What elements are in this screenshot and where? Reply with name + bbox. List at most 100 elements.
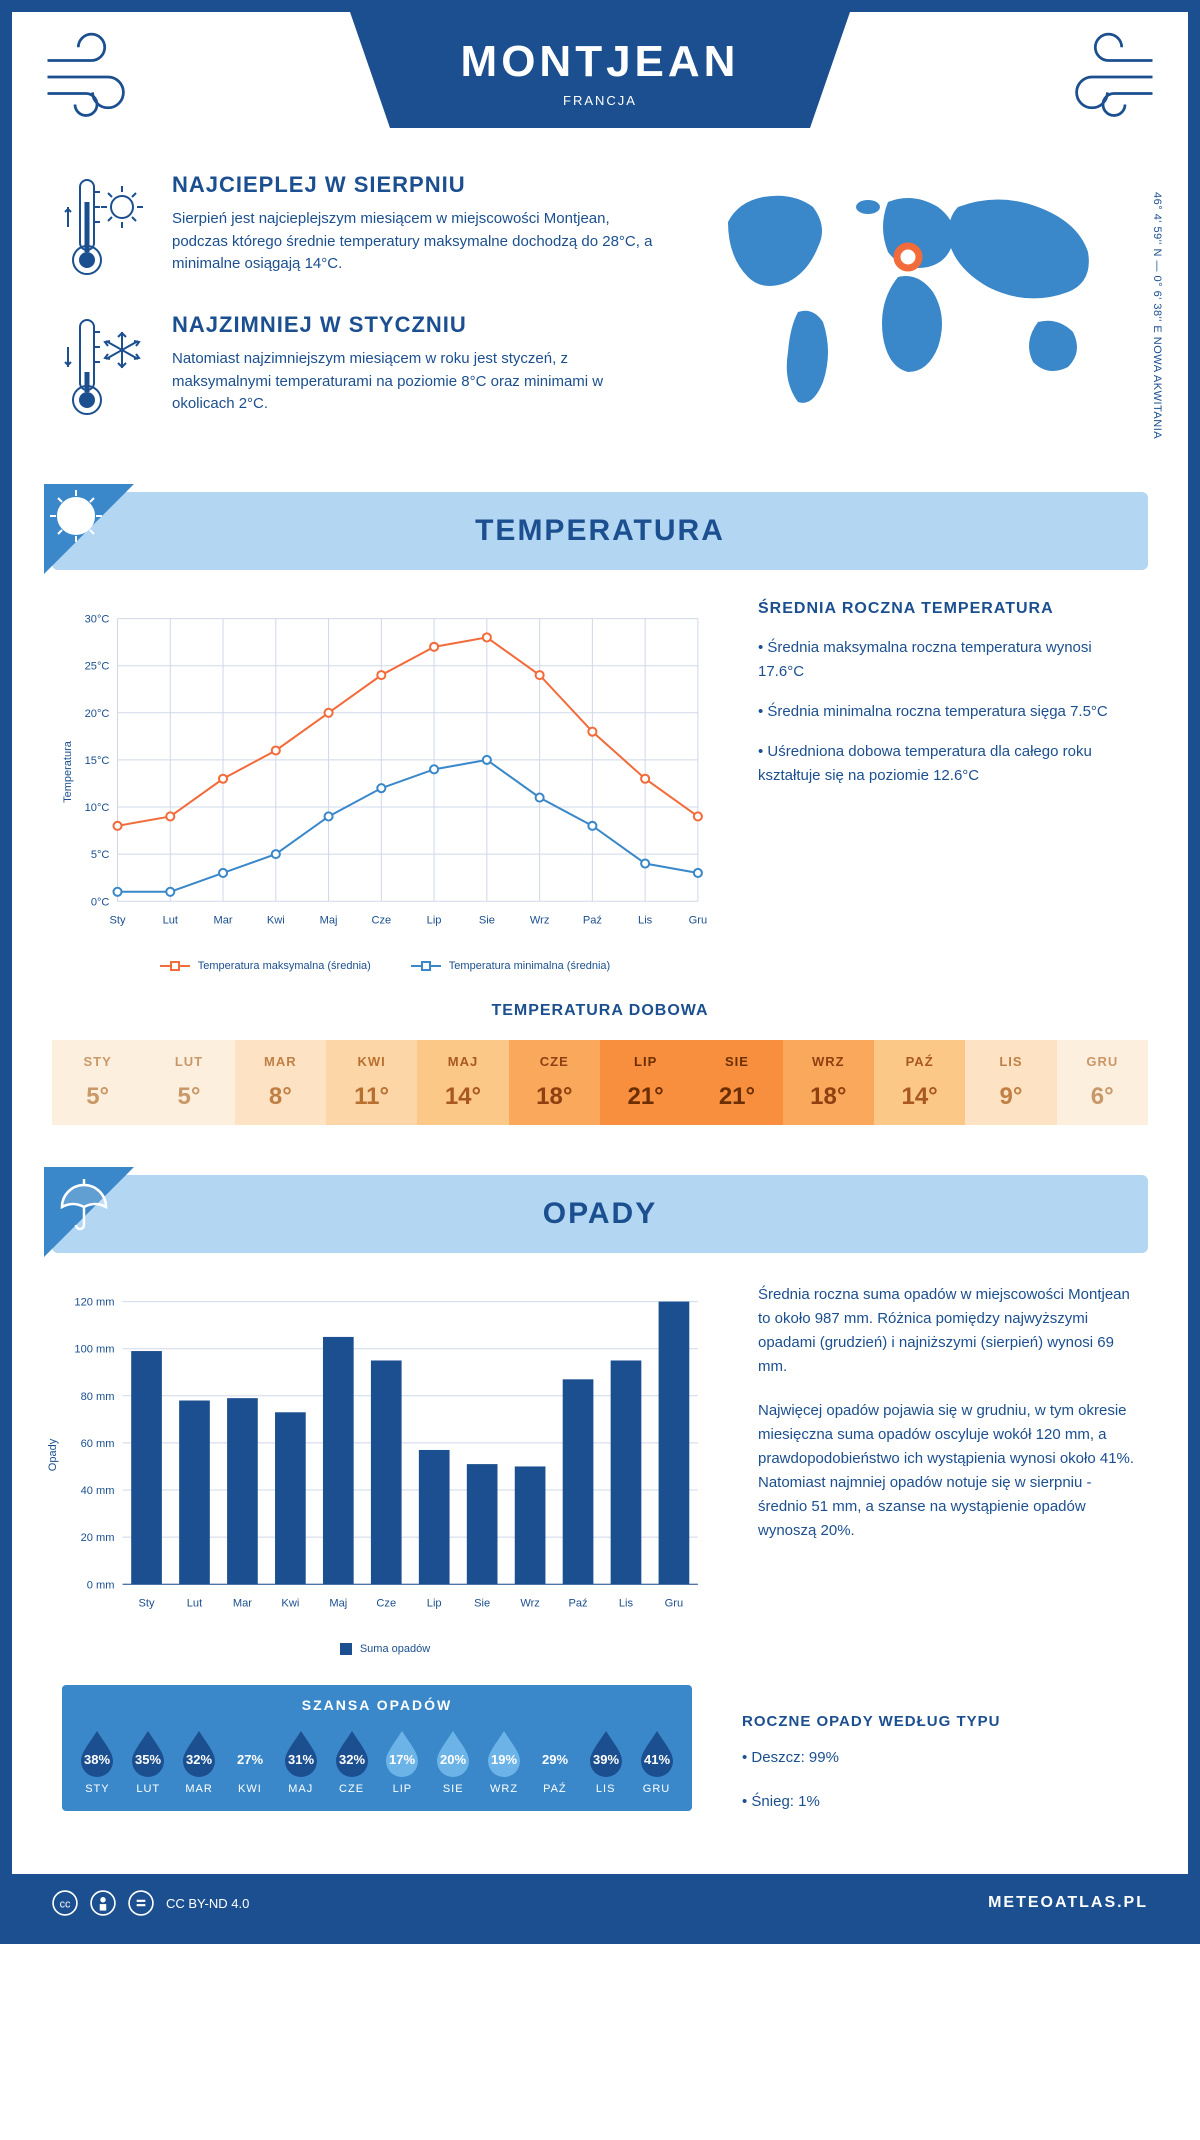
svg-text:0°C: 0°C xyxy=(91,896,110,908)
thermometer-cold-icon xyxy=(62,312,152,422)
svg-text:Mar: Mar xyxy=(213,914,232,926)
svg-text:cc: cc xyxy=(60,1898,71,1910)
precipitation-chance: SZANSA OPADÓW 38% STY 35% LUT 32% MAR 27… xyxy=(62,1685,692,1811)
section-title: OPADY xyxy=(52,1197,1148,1231)
svg-text:5°C: 5°C xyxy=(91,849,110,861)
svg-text:41%: 41% xyxy=(644,1752,670,1767)
temp-cell: STY 5° xyxy=(52,1040,143,1125)
svg-text:Lip: Lip xyxy=(427,914,442,926)
rain-drop: 32% MAR xyxy=(178,1727,220,1795)
temp-cell: SIE 21° xyxy=(691,1040,782,1125)
chance-title: SZANSA OPADÓW xyxy=(62,1697,692,1713)
svg-text:Maj: Maj xyxy=(329,1597,347,1609)
rain-drop: 39% LIS xyxy=(585,1727,627,1795)
rain-drop: 35% LUT xyxy=(127,1727,169,1795)
precipitation-content: Opady 0 mm20 mm40 mm60 mm80 mm100 mm120 … xyxy=(12,1283,1188,1685)
temp-cell: LUT 5° xyxy=(143,1040,234,1125)
daily-title: TEMPERATURA DOBOWA xyxy=(52,1002,1148,1020)
svg-text:Wrz: Wrz xyxy=(520,1597,540,1609)
page-frame: MONTJEAN FRANCJA xyxy=(0,0,1200,1944)
svg-text:20%: 20% xyxy=(440,1752,466,1767)
precipitation-chart: Opady 0 mm20 mm40 mm60 mm80 mm100 mm120 … xyxy=(62,1283,708,1655)
svg-text:80 mm: 80 mm xyxy=(81,1391,115,1403)
temp-cell: LIP 21° xyxy=(600,1040,691,1125)
temp-cell: MAJ 14° xyxy=(417,1040,508,1125)
svg-text:32%: 32% xyxy=(186,1752,212,1767)
site-name: METEOATLAS.PL xyxy=(988,1894,1148,1912)
temperature-info: ŚREDNIA ROCZNA TEMPERATURA • Średnia mak… xyxy=(758,600,1138,972)
svg-text:Paź: Paź xyxy=(583,914,602,926)
svg-text:19%: 19% xyxy=(491,1752,517,1767)
coldest-block: NAJZIMNIEJ W STYCZNIU Natomiast najzimni… xyxy=(62,312,658,422)
wind-icon xyxy=(1048,32,1158,122)
svg-text:Lut: Lut xyxy=(163,914,178,926)
chart-legend: Suma opadów xyxy=(62,1643,708,1655)
hottest-title: NAJCIEPLEJ W SIERPNIU xyxy=(172,172,658,198)
svg-text:Sty: Sty xyxy=(139,1597,155,1609)
rain-drop: 17% LIP xyxy=(381,1727,423,1795)
section-title: TEMPERATURA xyxy=(52,514,1148,548)
svg-text:31%: 31% xyxy=(288,1752,314,1767)
rain-drop: 41% GRU xyxy=(636,1727,678,1795)
hottest-text: Sierpień jest najcieplejszym miesiącem w… xyxy=(172,208,658,276)
svg-text:0 mm: 0 mm xyxy=(87,1579,115,1591)
temp-cell: MAR 8° xyxy=(235,1040,326,1125)
svg-text:120 mm: 120 mm xyxy=(74,1297,114,1309)
info-title: ŚREDNIA ROCZNA TEMPERATURA xyxy=(758,600,1138,618)
temp-cell: PAŹ 14° xyxy=(874,1040,965,1125)
y-axis-label: Temperatura xyxy=(62,741,74,803)
svg-text:Kwi: Kwi xyxy=(281,1597,299,1609)
svg-text:Maj: Maj xyxy=(320,914,338,926)
svg-text:Mar: Mar xyxy=(233,1597,252,1609)
temp-cell: CZE 18° xyxy=(509,1040,600,1125)
temp-cell: WRZ 18° xyxy=(783,1040,874,1125)
svg-text:25°C: 25°C xyxy=(85,661,110,673)
rain-drop: 32% CZE xyxy=(331,1727,373,1795)
title-banner: MONTJEAN FRANCJA xyxy=(350,12,850,128)
temp-cell: LIS 9° xyxy=(965,1040,1056,1125)
svg-text:20 mm: 20 mm xyxy=(81,1532,115,1544)
svg-text:Sie: Sie xyxy=(479,914,495,926)
by-icon xyxy=(90,1890,116,1916)
wind-icon xyxy=(42,32,152,122)
temp-cell: GRU 6° xyxy=(1057,1040,1148,1125)
y-axis-label: Opady xyxy=(47,1439,59,1471)
page-title: MONTJEAN xyxy=(430,37,770,87)
temp-cell: KWI 11° xyxy=(326,1040,417,1125)
hottest-block: NAJCIEPLEJ W SIERPNIU Sierpień jest najc… xyxy=(62,172,658,282)
svg-text:Sty: Sty xyxy=(110,914,126,926)
coldest-text: Natomiast najzimniejszym miesiącem w rok… xyxy=(172,348,658,416)
svg-text:60 mm: 60 mm xyxy=(81,1438,115,1450)
thermometer-hot-icon xyxy=(62,172,152,282)
cc-icon: cc xyxy=(52,1890,78,1916)
svg-text:30°C: 30°C xyxy=(85,614,110,626)
svg-text:Cze: Cze xyxy=(376,1597,396,1609)
header: MONTJEAN FRANCJA xyxy=(12,12,1188,152)
svg-text:35%: 35% xyxy=(135,1752,161,1767)
svg-text:Paź: Paź xyxy=(568,1597,587,1609)
temperature-content: Temperatura 0°C5°C10°C15°C20°C25°C30°CSt… xyxy=(12,600,1188,1002)
footer: cc CC BY-ND 4.0 METEOATLAS.PL xyxy=(12,1874,1188,1932)
rain-drop: 20% SIE xyxy=(432,1727,474,1795)
svg-text:29%: 29% xyxy=(542,1752,568,1767)
umbrella-icon xyxy=(44,1167,134,1257)
rain-drop: 29% PAŹ xyxy=(534,1727,576,1795)
world-map: 46° 4' 59'' N — 0° 6' 38'' E NOWA AKWITA… xyxy=(698,172,1138,452)
svg-text:10°C: 10°C xyxy=(85,802,110,814)
svg-text:17%: 17% xyxy=(389,1752,415,1767)
svg-text:39%: 39% xyxy=(593,1752,619,1767)
rain-drop: 19% WRZ xyxy=(483,1727,525,1795)
precipitation-section-header: OPADY xyxy=(52,1175,1148,1253)
temperature-chart: Temperatura 0°C5°C10°C15°C20°C25°C30°CSt… xyxy=(62,600,708,972)
chart-legend: .legend-item:nth-child(1) .legend-line::… xyxy=(62,960,708,972)
coldest-title: NAJZIMNIEJ W STYCZNIU xyxy=(172,312,658,338)
type-title: ROCZNE OPADY WEDŁUG TYPU xyxy=(742,1710,1122,1734)
nd-icon xyxy=(128,1890,154,1916)
precipitation-type: ROCZNE OPADY WEDŁUG TYPU • Deszcz: 99% •… xyxy=(742,1685,1122,1834)
svg-text:Lis: Lis xyxy=(638,914,653,926)
svg-text:Kwi: Kwi xyxy=(267,914,285,926)
svg-text:40 mm: 40 mm xyxy=(81,1485,115,1497)
svg-text:Gru: Gru xyxy=(665,1597,684,1609)
coordinates: 46° 4' 59'' N — 0° 6' 38'' E NOWA AKWITA… xyxy=(1151,192,1163,439)
svg-text:Cze: Cze xyxy=(371,914,391,926)
